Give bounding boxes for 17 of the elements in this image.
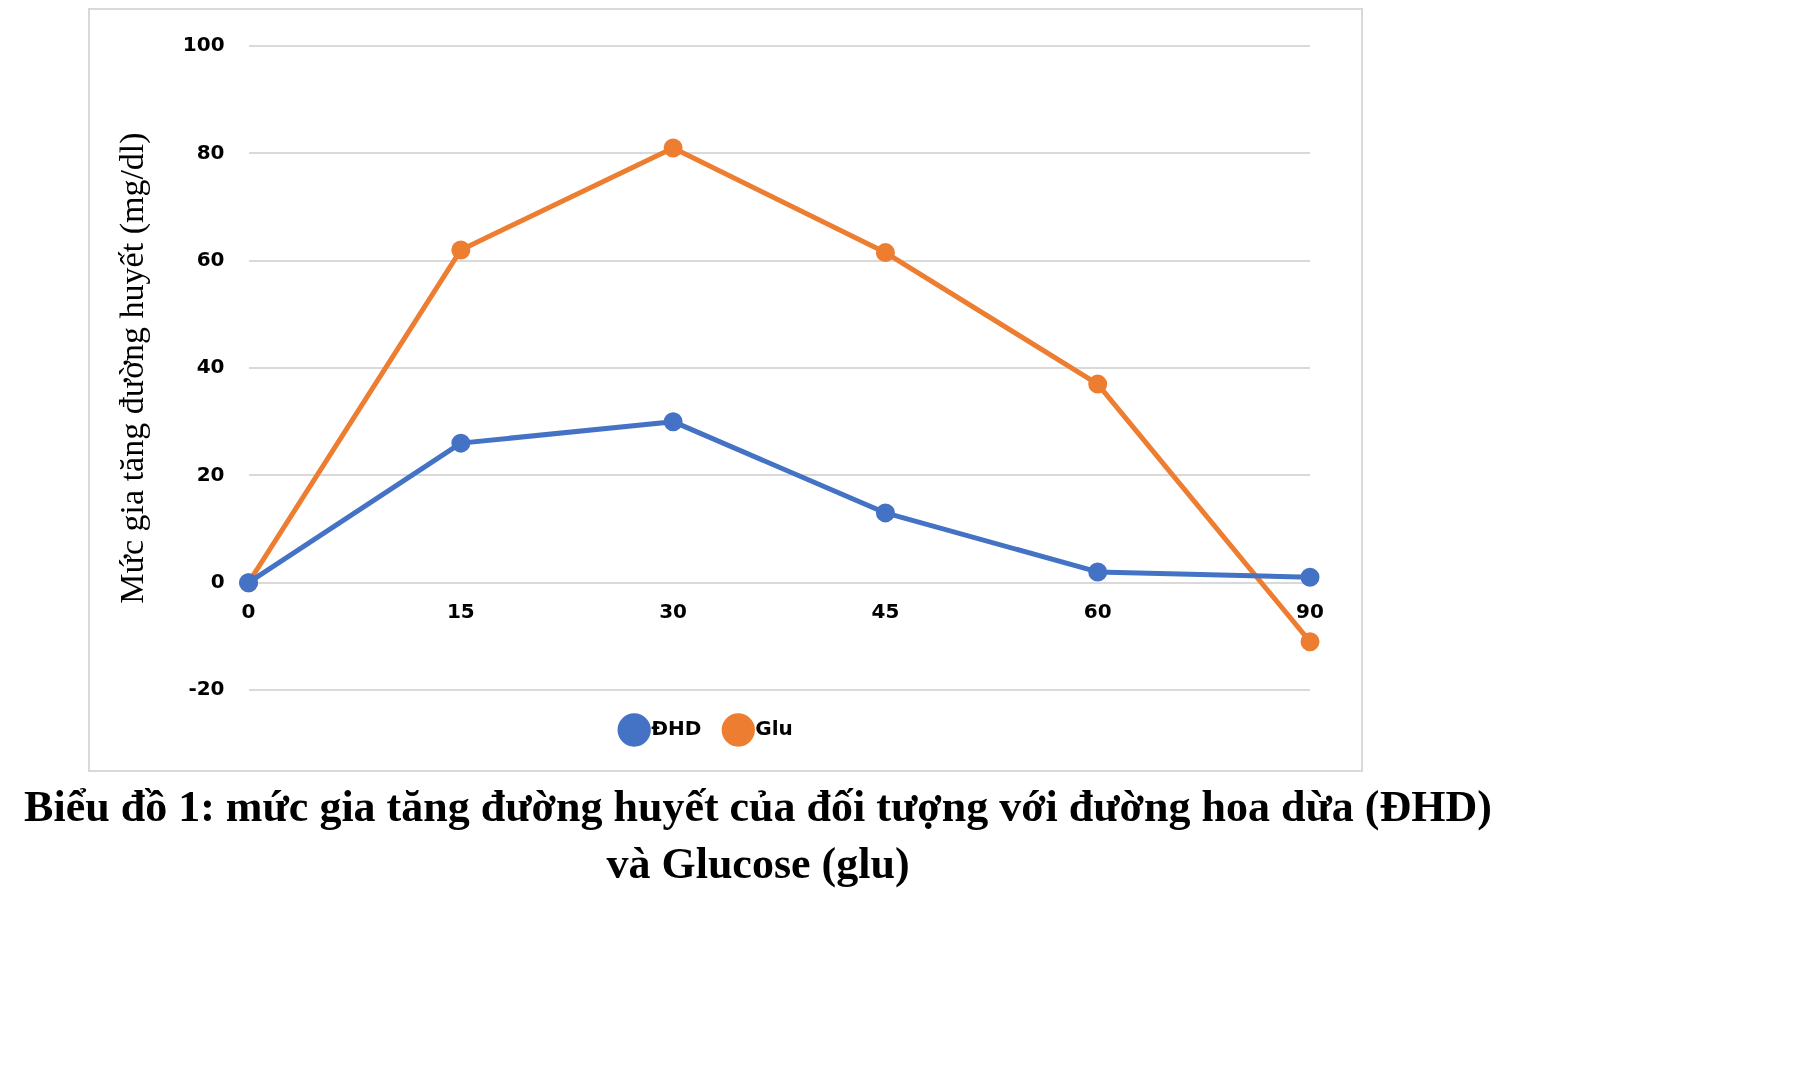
y-tick-label: 60 bbox=[196, 246, 225, 271]
y-tick-label: 20 bbox=[196, 461, 225, 486]
legend-label: ĐHD bbox=[651, 716, 702, 741]
x-tick-label: 0 bbox=[241, 598, 256, 623]
y-tick-label: 40 bbox=[196, 354, 225, 379]
x-tick-label: 60 bbox=[1083, 598, 1112, 623]
legend-label: Glu bbox=[755, 716, 793, 741]
x-tick-label: 90 bbox=[1296, 598, 1324, 623]
x-tick-label: 45 bbox=[871, 598, 900, 623]
y-axis-title: Mức gia tăng đường huyết (mg/dl) bbox=[113, 132, 152, 604]
y-tick-label: 80 bbox=[196, 139, 225, 164]
x-tick-label: 15 bbox=[446, 598, 475, 623]
y-tick-label: 0 bbox=[210, 568, 225, 593]
x-tick-label: 30 bbox=[659, 598, 688, 623]
text: Biểu đồ 1: mức gia tăng đường huyết của đối tượng với đường hoa dừa (ĐHD) và Glucose (glu) bbox=[23, 781, 1493, 891]
y-tick-label: 100 bbox=[182, 32, 225, 57]
y-tick-label: -20 bbox=[188, 676, 225, 701]
